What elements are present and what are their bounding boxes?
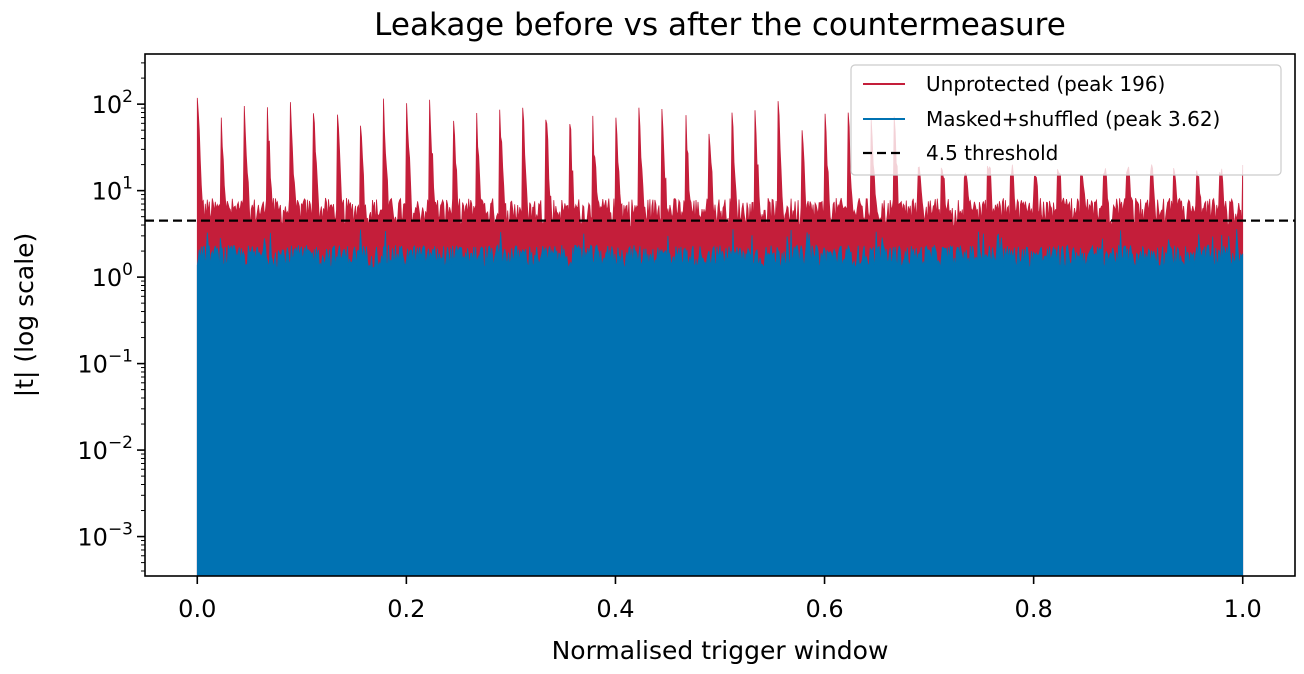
x-tick-label: 0.0 <box>178 595 216 623</box>
plot-frame <box>144 53 1296 577</box>
chart-title: Leakage before vs after the countermeasu… <box>374 7 1066 43</box>
legend-label-unprotected: Unprotected (peak 196) <box>926 72 1165 96</box>
plot-area <box>145 97 1295 576</box>
y-tick-label: 101 <box>92 174 133 206</box>
y-tick-label: 10−3 <box>77 520 133 552</box>
y-axis-label: |t| (log scale) <box>10 233 39 398</box>
y-tick-label: 10−1 <box>77 347 133 379</box>
y-tick-label: 10−2 <box>77 433 133 465</box>
legend-label-masked: Masked+shuffled (peak 3.62) <box>926 107 1220 131</box>
masked-area <box>196 229 1244 576</box>
masked-series <box>196 229 1244 576</box>
x-axis-label: Normalised trigger window <box>552 636 889 665</box>
y-axis: 10−3 10−2 10−1 100 101 102 <box>77 62 145 572</box>
legend: Unprotected (peak 196) Masked+shuffled (… <box>850 64 1282 176</box>
x-tick-label: 0.8 <box>1015 595 1053 623</box>
x-tick-label: 0.2 <box>387 595 425 623</box>
x-axis: 0.0 0.2 0.4 0.6 0.8 1.0 <box>178 576 1262 623</box>
legend-box <box>850 64 1282 176</box>
x-tick-label: 1.0 <box>1224 595 1262 623</box>
y-tick-label: 102 <box>92 87 133 119</box>
legend-label-threshold: 4.5 threshold <box>926 141 1058 165</box>
x-tick-label: 0.6 <box>805 595 843 623</box>
x-tick-label: 0.4 <box>596 595 634 623</box>
y-tick-label: 100 <box>92 260 133 292</box>
